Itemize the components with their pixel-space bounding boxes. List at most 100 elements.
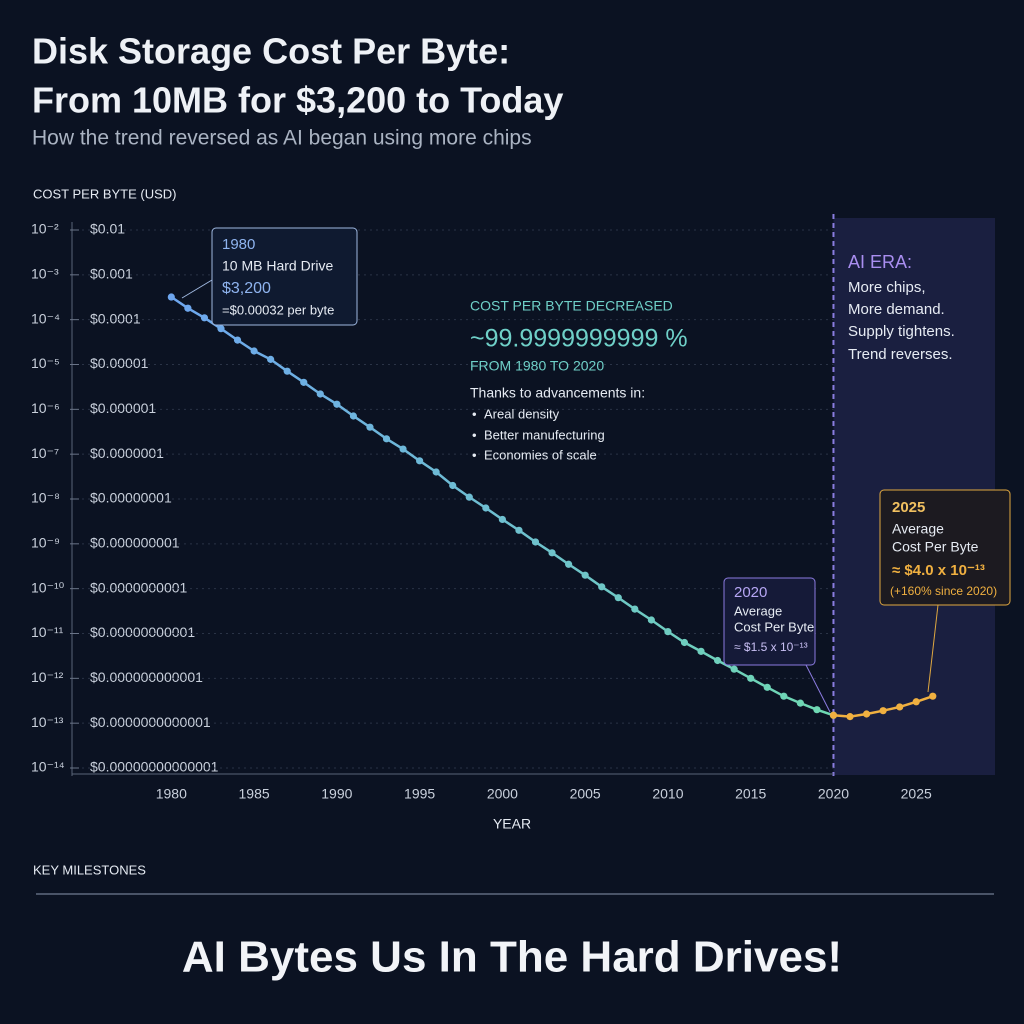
data-point	[664, 628, 672, 636]
data-point	[465, 493, 473, 501]
data-point	[581, 571, 589, 579]
y-tick-power: 10⁻⁹	[31, 535, 60, 551]
y-tick-power: 10⁻¹⁰	[31, 579, 65, 595]
callout-text: Cost Per Byte	[734, 619, 814, 634]
callout-text: 10 MB Hard Drive	[222, 258, 333, 274]
data-point	[548, 549, 556, 557]
data-point	[647, 616, 655, 624]
callout-year: 2025	[892, 499, 925, 516]
summary-value: ~99.9999999999 %	[470, 325, 688, 353]
chart-title: Disk Storage Cost Per Byte:	[32, 31, 510, 72]
data-point	[217, 325, 225, 333]
data-point	[498, 515, 506, 524]
bullet-text: Better manufecturing	[484, 427, 605, 442]
bullet: •	[472, 447, 477, 462]
callout-text: Average	[734, 603, 782, 618]
y-tick-label: $0.00000000000001	[90, 759, 219, 775]
subtitle: How the trend reversed as AI began using…	[32, 127, 532, 150]
data-point	[713, 656, 722, 665]
data-point	[912, 698, 920, 706]
x-tick-label: 1980	[156, 786, 187, 802]
data-point	[515, 526, 523, 534]
y-tick-label: $0.00001	[90, 355, 149, 371]
summary-heading: COST PER BYTE DECREASED	[470, 298, 673, 314]
callout-text: ≈ $1.5 x 10⁻¹³	[734, 640, 808, 654]
ai-era-title: AI ERA:	[848, 252, 912, 272]
y-tick-label: $0.000001	[90, 400, 156, 416]
x-tick-label: 1990	[321, 786, 352, 802]
data-point	[680, 638, 689, 647]
y-tick-power: 10⁻³	[31, 266, 59, 282]
y-axis-title: COST PER BYTE (USD)	[33, 186, 177, 201]
y-tick-power: 10⁻¹³	[31, 714, 64, 730]
data-point	[482, 504, 490, 512]
y-tick-power: 10⁻⁷	[31, 445, 59, 461]
ai-era-text: Supply tightens.	[848, 323, 955, 340]
y-tick-label: $0.000000001	[90, 535, 180, 551]
data-point	[233, 336, 242, 344]
data-point	[879, 707, 887, 715]
data-point	[300, 378, 308, 386]
data-point	[763, 683, 771, 691]
y-tick-power: 10⁻¹¹	[31, 624, 64, 640]
data-point	[730, 665, 738, 673]
ai-era-text: More chips,	[848, 279, 926, 296]
chart-title: From 10MB for $3,200 to Today	[32, 80, 563, 121]
y-tick-power: 10⁻⁵	[31, 355, 60, 371]
data-point	[598, 583, 606, 591]
bullet-text: Economies of scale	[484, 447, 597, 462]
callout-text: (+160% since 2020)	[890, 584, 997, 598]
x-tick-label: 2005	[570, 786, 601, 802]
data-point	[631, 605, 639, 613]
data-point	[896, 703, 904, 711]
y-tick-label: $0.0000000001	[90, 579, 188, 595]
data-point	[399, 445, 407, 453]
x-tick-label: 2015	[735, 786, 766, 802]
data-point	[796, 699, 804, 707]
y-tick-power: 10⁻¹²	[31, 669, 64, 685]
x-tick-label: 2000	[487, 786, 518, 802]
callout-box	[723, 577, 816, 666]
y-tick-label: $0.00000000001	[90, 624, 195, 640]
data-point	[349, 412, 358, 420]
callout-box	[211, 227, 358, 326]
data-point	[780, 692, 788, 700]
callout-text: $3,200	[222, 280, 271, 297]
summary-period: FROM 1980 TO 2020	[470, 358, 604, 374]
bullet-text: Areal density	[484, 406, 560, 421]
ai-era-text: More demand.	[848, 301, 945, 318]
y-tick-power: 10⁻¹⁴	[31, 759, 65, 775]
y-tick-label: $0.0000000000001	[90, 714, 211, 730]
callout-text: ≈ $4.0 x 10⁻¹³	[892, 562, 985, 579]
data-point	[614, 594, 622, 602]
x-tick-label: 1995	[404, 786, 435, 802]
bullet: •	[472, 427, 477, 442]
data-point	[531, 538, 540, 546]
y-tick-label: $0.01	[90, 221, 125, 237]
data-point	[416, 457, 424, 465]
data-point	[846, 713, 854, 721]
x-tick-label: 2025	[901, 786, 932, 802]
callout-text: Cost Per Byte	[892, 539, 979, 555]
x-axis-title: YEAR	[493, 816, 531, 832]
data-point	[382, 435, 391, 443]
x-tick-label: 2010	[652, 786, 683, 802]
data-point	[829, 711, 838, 719]
y-tick-label: $0.0001	[90, 310, 141, 326]
data-point	[449, 481, 457, 490]
data-point	[283, 367, 291, 375]
y-tick-label: $0.000000000001	[90, 669, 203, 685]
y-tick-power: 10⁻²	[31, 221, 59, 237]
callout-box	[879, 489, 1011, 606]
bullet: •	[472, 406, 477, 421]
data-point	[366, 423, 374, 431]
y-tick-power: 10⁻⁶	[31, 400, 60, 416]
data-point	[250, 347, 258, 355]
data-point	[432, 468, 440, 476]
data-point	[929, 692, 937, 700]
data-point	[565, 560, 573, 568]
data-point	[184, 304, 192, 312]
y-tick-label: $0.001	[90, 266, 133, 282]
pointer	[805, 664, 831, 713]
